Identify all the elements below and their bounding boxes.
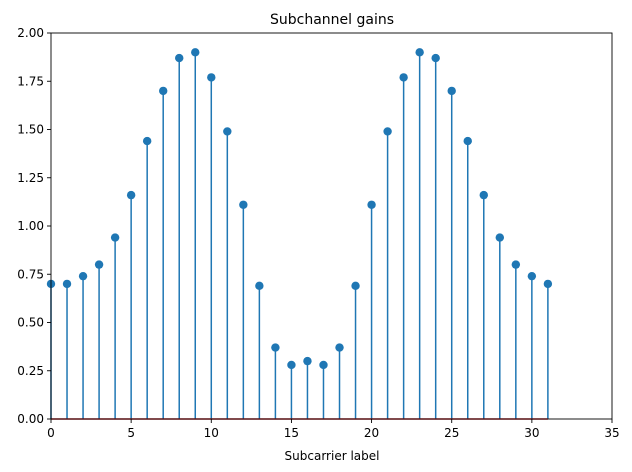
x-tick-label: 15 [284,426,299,440]
y-axis: 0.00 0.25 0.50 0.75 1.00 1.25 1.50 1.75 2.00 [17,26,51,426]
chart-title: Subchannel gains [270,12,394,28]
stem-marker-24 [431,53,440,63]
y-tick-label: 0.50 [17,316,44,330]
stem-marker-12 [239,200,248,209]
stem-marker-17 [319,360,328,370]
stem-marker-18 [335,343,344,352]
stem-marker-3 [94,260,104,269]
y-tick-label: 0.25 [17,364,44,378]
stem-marker-6 [142,136,152,146]
stem-marker-26 [463,136,472,146]
x-tick-label: 5 [127,426,135,440]
y-tick-label: 1.50 [17,123,44,137]
x-tick-label: 0 [47,426,55,440]
stem-marker-5 [126,190,136,200]
stem-marker-30 [527,271,537,281]
y-tick-label: 1.00 [17,219,44,233]
stem-marker-19 [351,281,360,291]
plot-area [46,32,613,420]
stem-marker-29 [511,260,521,269]
stem-marker-16 [303,356,312,366]
x-tick-label: 30 [524,426,539,440]
stem-marker-22 [399,73,408,82]
x-tick-label: 20 [364,426,379,440]
axes-frame [50,32,613,420]
stem-marker-21 [383,127,392,136]
stem-marker-28 [495,233,504,242]
stem-marker-13 [255,281,264,291]
stem-marker-2 [78,271,88,281]
stem-marker-4 [110,233,120,242]
stem-marker-27 [479,190,488,200]
stem-marker-25 [447,86,456,96]
x-tick-label: 25 [444,426,459,440]
y-tick-label: 1.25 [17,171,44,185]
x-axis-label: Subcarrier label [285,449,380,463]
stem-marker-8 [175,53,184,63]
y-tick-label: 0.00 [17,412,44,426]
x-tick-label: 35 [604,426,619,440]
stem-marker-10 [207,73,216,82]
stem-marker-20 [367,200,376,209]
y-tick-label: 0.75 [17,267,44,281]
y-tick-label: 2.00 [17,26,44,40]
stem-marker-9 [191,48,200,57]
stem-marker-15 [287,360,296,370]
stem-marker-14 [271,343,280,352]
x-tick-label: 10 [204,426,219,440]
stem-marker-11 [223,127,232,136]
stem-marker-23 [415,48,424,57]
stem-marker-7 [159,86,168,96]
stem-marker-31 [543,279,553,289]
x-axis: 0 5 10 15 20 25 30 35 [47,419,620,440]
y-tick-label: 1.75 [17,74,44,88]
stem-marker-1 [62,279,72,289]
